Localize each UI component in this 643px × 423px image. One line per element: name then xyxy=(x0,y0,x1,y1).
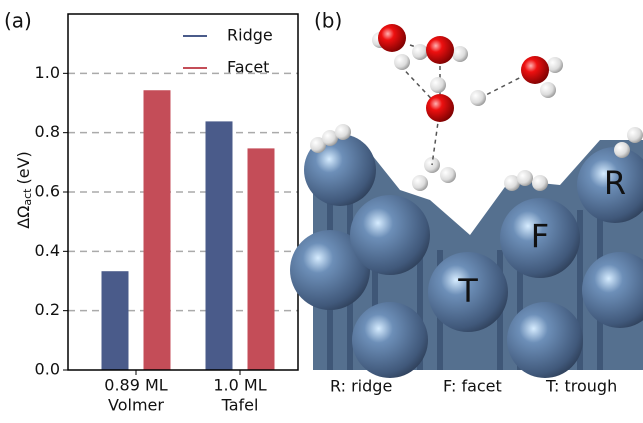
site-label: R xyxy=(604,164,626,202)
y-tick-label: 0.4 xyxy=(35,241,60,260)
figure: (a) ΔΩact (eV) 0.0 0.2 0.4 0.6 0.8 1.0 0.89 MLV… xyxy=(0,0,643,423)
caption: R: ridge xyxy=(330,377,392,396)
x-tick-label: Volmer xyxy=(108,396,164,415)
surface-model xyxy=(290,24,643,378)
y-label-unit: (eV) xyxy=(14,151,33,184)
y-label-main: ΔΩ xyxy=(14,206,33,229)
y-label-sub: act xyxy=(21,188,34,206)
bar xyxy=(102,271,129,370)
x-tick-label: 1.0 ML xyxy=(213,376,266,395)
panel-label: (a) xyxy=(4,9,32,33)
legend-label: Facet xyxy=(227,58,269,77)
caption: T: trough xyxy=(545,377,617,396)
panel-label: (b) xyxy=(314,9,342,33)
site-label: F xyxy=(531,217,549,255)
legend-label: Ridge xyxy=(227,26,273,45)
y-tick-label: 0.6 xyxy=(35,182,60,201)
x-tick-label: 0.89 ML xyxy=(104,376,168,395)
bar xyxy=(248,148,275,370)
y-axis-label: ΔΩact (eV) xyxy=(14,151,35,229)
x-tick-label: Tafel xyxy=(221,396,259,415)
y-tick-label: 0.0 xyxy=(35,360,60,379)
bar xyxy=(206,121,233,370)
y-tick-label: 1.0 xyxy=(35,63,60,82)
site-label: T xyxy=(457,272,478,310)
y-tick-label: 0.8 xyxy=(35,122,60,141)
bar xyxy=(144,90,171,370)
caption: F: facet xyxy=(443,377,502,396)
y-tick-label: 0.2 xyxy=(35,300,60,319)
